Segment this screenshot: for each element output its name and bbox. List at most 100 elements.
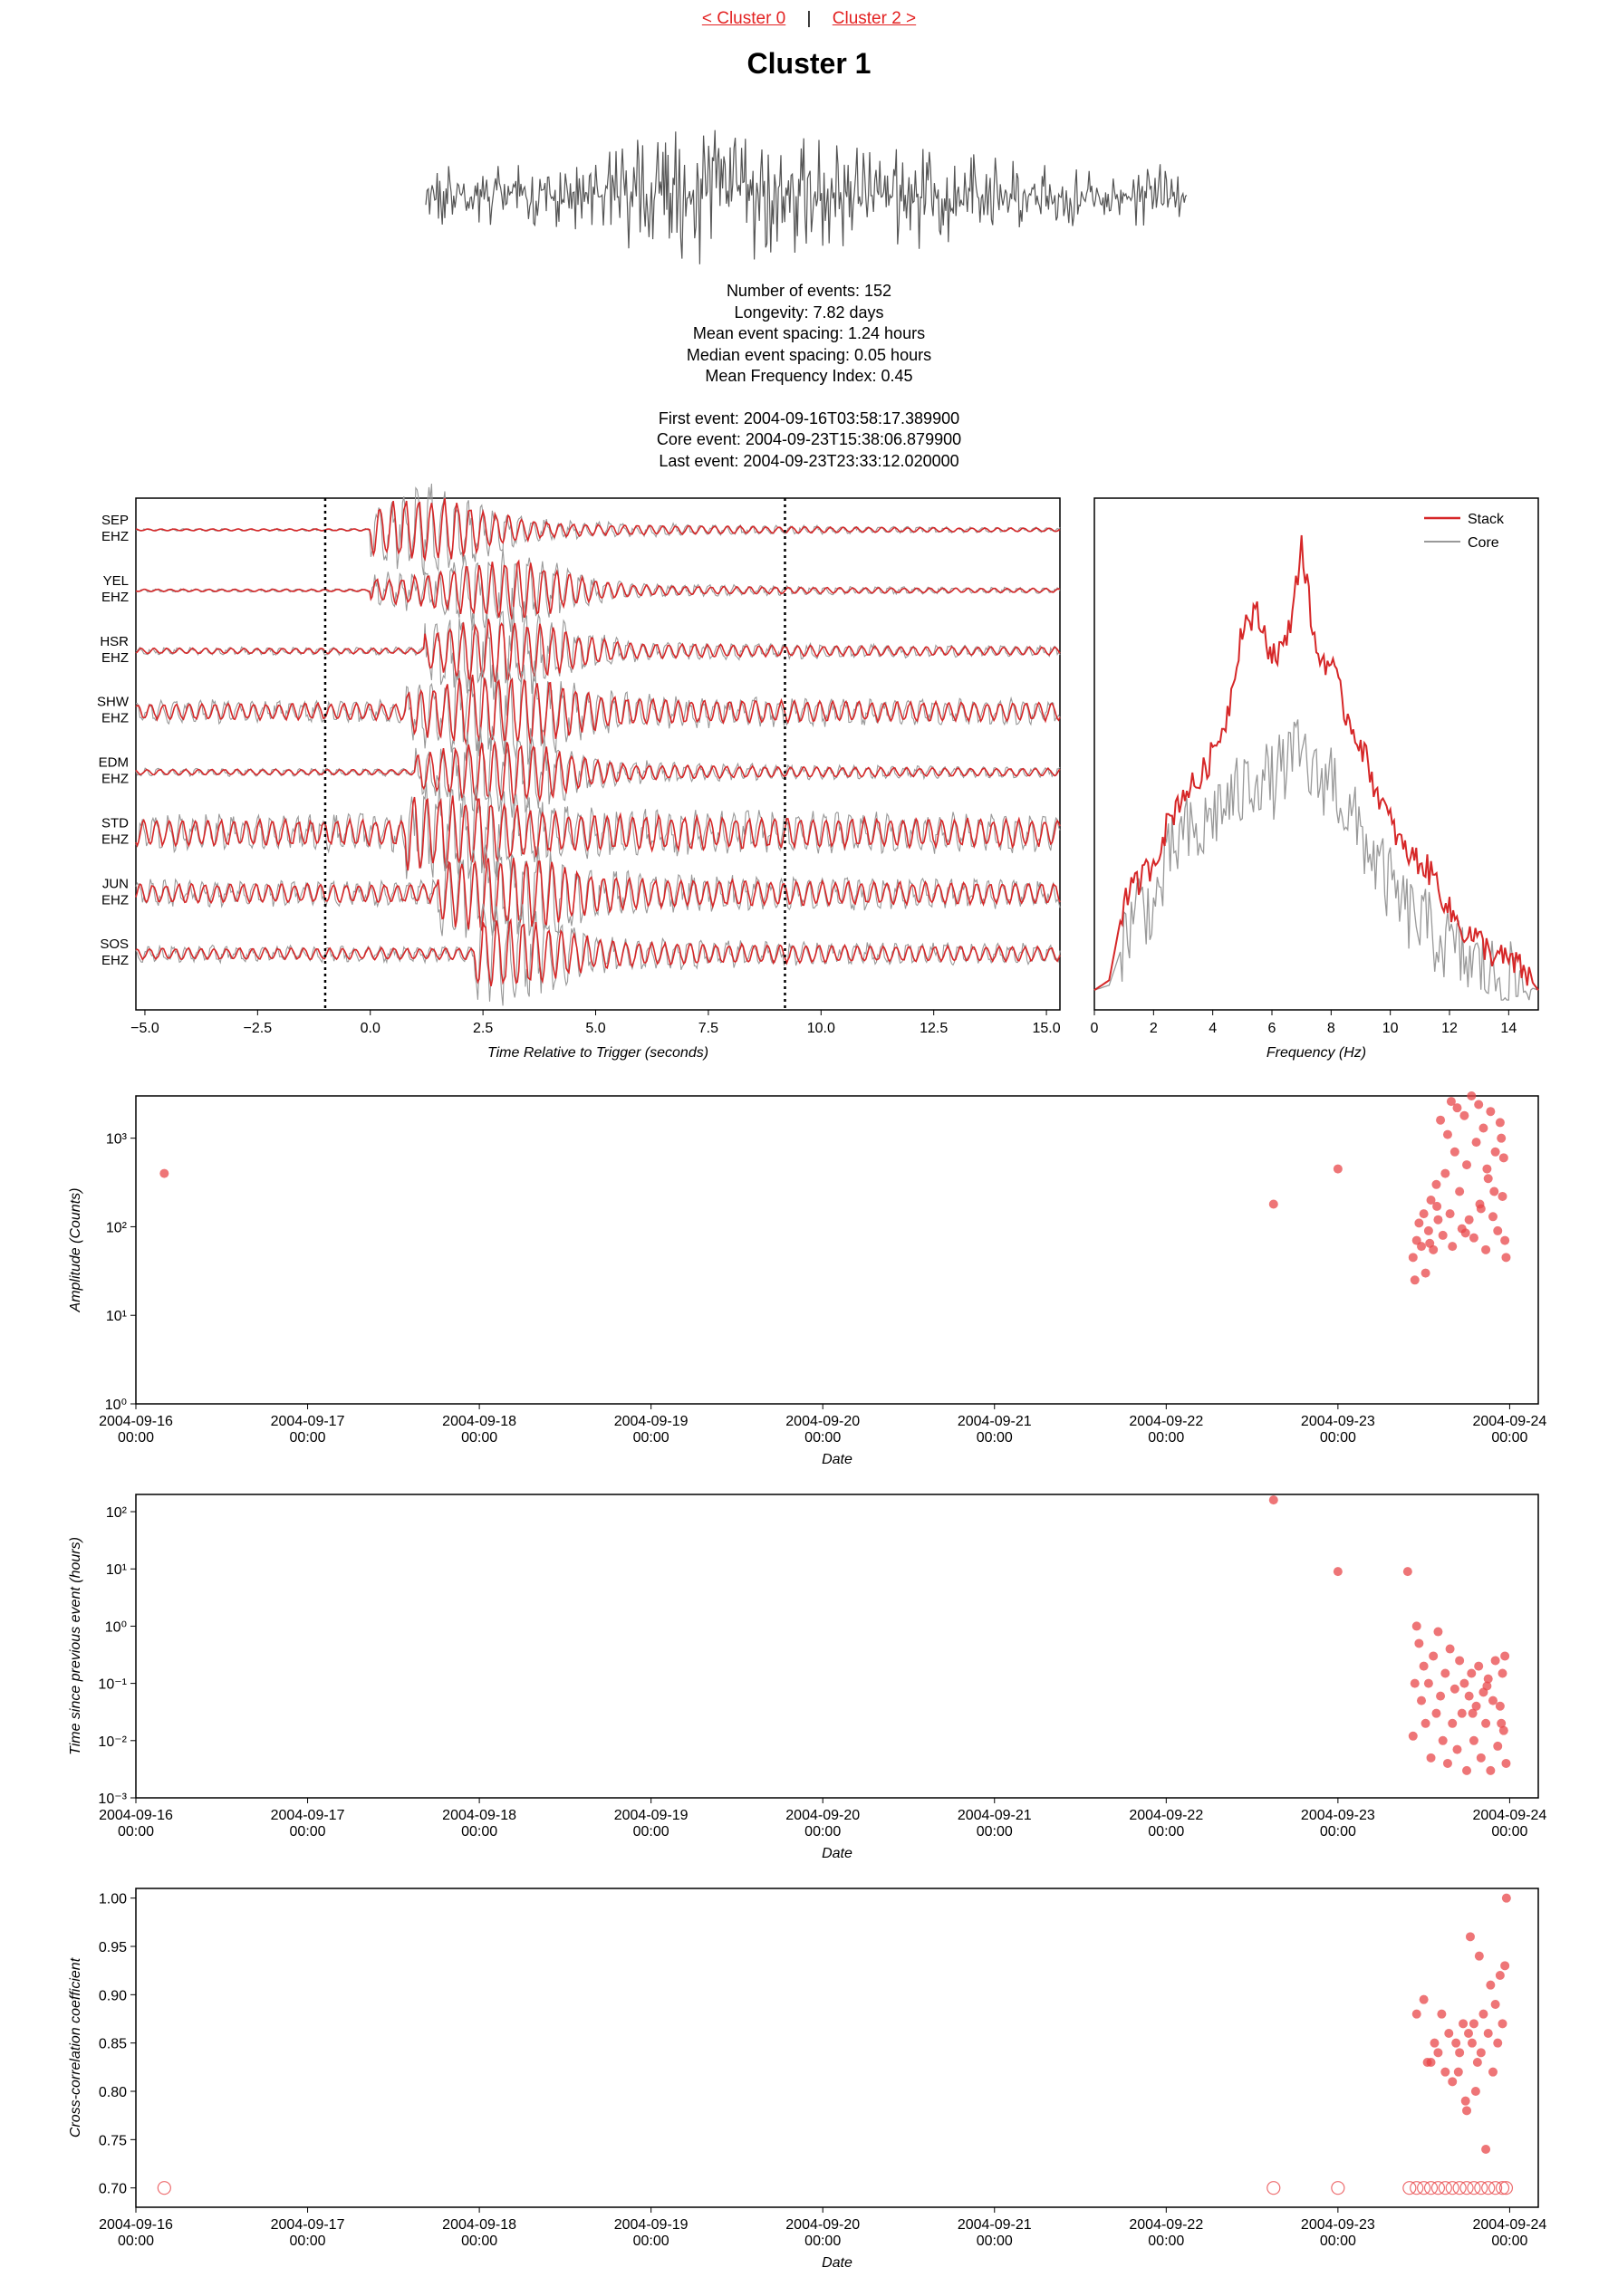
stat-num-events: Number of events: 152 [726,282,892,300]
event-marker [1498,1191,1507,1201]
station-label: JUN [102,876,129,891]
x-tick-label: 8 [1327,1021,1335,1036]
channel-label: EHZ [101,953,129,968]
core-trace [135,726,1061,818]
stat-last-event: Last event: 2004-09-23T23:33:12.020000 [659,451,959,470]
x-tick-time-label: 00:00 [461,1824,497,1840]
event-marker [1449,1147,1459,1157]
event-marker [1490,1656,1500,1666]
event-marker [1495,1118,1505,1128]
event-marker [1486,1107,1496,1117]
event-marker [1493,2038,1503,2048]
event-marker [1333,1164,1343,1174]
stat-mean-fi: Mean Frequency Index: 0.45 [705,367,913,385]
open-marker [1331,2181,1345,2195]
event-marker [1446,1097,1456,1107]
event-marker [1440,1668,1450,1678]
open-marker [1417,2181,1431,2195]
event-marker [1474,1661,1484,1671]
event-marker [1500,1961,1510,1971]
stat-first-event: First event: 2004-09-16T03:58:17.389900 [658,408,960,427]
y-tick-label: 0.80 [99,2085,127,2100]
next-cluster-link[interactable]: Cluster 2 > [832,9,917,28]
x-tick-date-label: 2004-09-24 [1472,1414,1546,1429]
event-marker [1498,1153,1508,1163]
event-marker [1436,1691,1446,1701]
event-marker [1465,1932,1475,1942]
event-marker [1419,1209,1429,1219]
waveform-and-spectrum-figure: SEPEHZYELEHZHSREHZSHWEHZEDMEHZSTDEHZJUNE… [97,483,1539,1061]
open-marker [1481,2181,1496,2195]
x-axis-label: Frequency (Hz) [1266,1045,1366,1061]
prev-cluster-link[interactable]: < Cluster 0 [701,9,786,28]
x-tick-date-label: 2004-09-22 [1129,1808,1203,1823]
x-tick-label: 12.5 [920,1021,948,1036]
event-marker [1470,2087,1480,2096]
event-marker [1444,2029,1454,2038]
y-tick-label: 10⁰ [105,1398,127,1413]
event-marker [1500,1651,1510,1661]
event-marker [1495,1971,1505,1980]
event-marker [1455,1186,1465,1196]
event-marker [1462,1160,1472,1170]
x-tick-time-label: 00:00 [118,1824,154,1840]
event-marker [1497,1718,1507,1728]
open-marker [1452,2181,1467,2195]
stat-median-spacing: Median event spacing: 0.05 hours [686,345,932,364]
event-marker [1474,1951,1484,1961]
legend-core-label: Core [1468,535,1499,551]
x-tick-date-label: 2004-09-20 [785,2217,860,2233]
x-tick-time-label: 00:00 [1148,1824,1184,1840]
x-tick-date-label: 2004-09-19 [614,2217,689,2233]
x-tick-time-label: 00:00 [633,1824,669,1840]
event-marker [1448,1718,1458,1728]
event-marker [1408,1731,1418,1741]
open-marker [1445,2181,1459,2195]
event-marker [1410,1678,1420,1688]
x-tick-label: −2.5 [244,1021,273,1036]
x-tick-time-label: 00:00 [977,2234,1013,2249]
y-tick-label: 10³ [106,1132,128,1148]
cluster-navigation: < Cluster 0 | Cluster 2 > [0,9,1618,29]
event-marker [1459,2019,1469,2029]
event-marker [1498,2019,1507,2029]
event-marker [1457,1708,1467,1718]
event-marker [1472,2058,1482,2067]
channel-label: EHZ [101,892,129,908]
event-marker [1429,1651,1439,1661]
event-marker [1411,1621,1421,1631]
event-marker [1490,1147,1500,1157]
event-marker [1483,1674,1493,1684]
open-marker [1402,2181,1417,2195]
event-marker [1467,1091,1477,1100]
x-tick-date-label: 2004-09-21 [958,1414,1032,1429]
event-marker [1436,1115,1446,1125]
core-trace [135,782,1061,879]
open-marker [1438,2181,1452,2195]
x-tick-time-label: 00:00 [461,2234,497,2249]
x-tick-label: 2.5 [473,1021,493,1036]
x-tick-label: 4 [1209,1021,1217,1036]
core-spectrum-line [1093,719,1539,1001]
event-marker [1488,1696,1498,1705]
x-tick-label: 15.0 [1033,1021,1061,1036]
event-marker [1476,1753,1486,1763]
x-tick-label: 10.0 [807,1021,835,1036]
x-tick-time-label: 00:00 [290,1824,326,1840]
x-tick-date-label: 2004-09-17 [271,2217,345,2233]
event-marker [1455,1656,1465,1666]
event-marker [1493,1741,1503,1751]
event-marker [1486,1980,1496,1990]
channel-label: EHZ [101,831,129,847]
open-marker [1474,2181,1488,2195]
event-marker [1467,2038,1477,2048]
event-marker [1483,1174,1493,1184]
x-tick-date-label: 2004-09-20 [785,1808,860,1823]
event-marker [1498,1668,1507,1678]
stack-trace [135,619,1061,684]
event-marker [1495,1701,1505,1711]
x-tick-time-label: 00:00 [1491,2234,1527,2249]
y-tick-label: 10² [106,1505,128,1521]
stack-trace [135,858,1061,933]
event-marker [1463,2029,1473,2038]
